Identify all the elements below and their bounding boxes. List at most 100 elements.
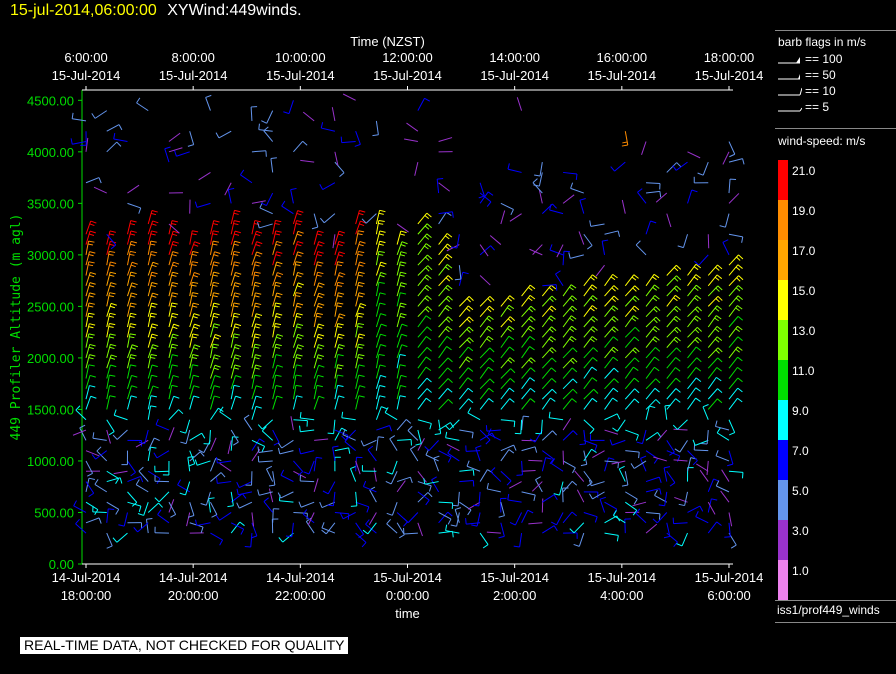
wind-barb [230,344,236,359]
colorbar-label: 3.0 [792,524,809,538]
wind-barb-flag [445,266,450,271]
wind-barb-flag [445,328,450,333]
wind-barb-flag [236,481,240,488]
wind-barb-flag [634,305,640,311]
wind-barb-flag [296,220,303,223]
wind-barb [94,483,108,493]
y-tick-label: 4500.00 [27,93,74,108]
wind-barb-flag [111,354,118,358]
wind-barb-flag [273,442,280,446]
wind-barb [314,438,329,441]
wind-barb-flag [180,441,187,445]
wind-barb [313,375,319,389]
wind-barb [355,323,359,338]
wind-barb-flag [455,507,462,510]
wind-barb [528,459,543,462]
wind-barb [666,377,677,390]
wind-barb-flag [488,315,494,321]
wind-barb [424,481,439,485]
wind-barb-flag [338,395,345,398]
wind-barb-flag [172,354,179,357]
wind-barb [251,406,257,420]
wind-barb-flag [735,348,740,353]
wind-barb [168,396,175,410]
wind-barb [532,244,543,256]
wind-barb-flag [425,449,429,456]
wind-barb-flag [151,364,158,368]
wind-barb [645,406,650,420]
wind-barb-flag [727,463,734,467]
wind-barb [666,295,676,307]
wind-barb-flag [261,120,267,124]
wind-barb [396,476,411,483]
wind-barb-flag [192,261,199,264]
wind-barb [396,395,401,410]
wind-barb-flag [447,284,453,290]
wind-barb [521,336,531,348]
wind-barb-flag [150,336,157,339]
wind-barb-flag [360,440,365,447]
wind-barb [541,326,552,338]
wind-barb [541,315,552,328]
x-top-tick-label-time: 8:00:00 [171,50,214,65]
wind-barb [645,366,655,379]
wind-barb-flag [590,286,595,291]
wind-barb-flag [571,315,577,320]
wind-barb [85,282,91,297]
wind-barb [230,491,234,506]
wind-barb [417,306,428,318]
wind-barb [331,107,336,122]
wind-barb [521,491,536,496]
wind-barb [391,460,398,475]
wind-barb-flag [297,333,304,337]
wind-barb-flag [137,512,144,516]
wind-barb-flag [550,336,556,341]
wind-barb-flag [592,357,598,362]
wind-barb-flag [534,174,541,177]
wind-barb-flag [399,305,405,308]
wind-barb [369,489,377,503]
wind-barb [258,460,273,463]
wind-barb-flag [572,357,578,363]
wind-barb-flag [510,368,516,374]
wind-barb [583,470,593,483]
colorbar-label: 5.0 [792,484,809,498]
wind-barb-flag [110,271,117,275]
wind-barb-flag [317,243,323,247]
wind-barb [209,344,214,359]
wind-barb-flag [378,233,384,236]
wind-barb [251,261,256,276]
wind-barb [138,470,149,482]
wind-barb [479,357,490,369]
wind-barb [479,325,489,338]
x-tick-label-time: 0:00:00 [386,588,429,603]
wind-barb-flag [89,233,95,236]
wind-barb-flag [696,357,702,363]
wind-barb-flag [338,333,345,337]
wind-barb [529,248,543,256]
wind-barb-flag [110,343,117,347]
wind-barb-flag [171,284,177,288]
x-top-tick-label-date: 15-Jul-2014 [52,68,121,83]
wind-barb-flag [109,233,115,236]
wind-barb [168,385,173,400]
wind-barb [706,430,709,445]
wind-barb-flag [358,533,364,539]
wind-barb [458,305,469,318]
wind-barb [489,235,502,245]
wind-barb-flag [130,323,137,326]
wind-barb [417,419,432,424]
wind-barb-flag [228,187,235,191]
wind-barb [538,172,543,187]
wind-barb-flag [337,384,344,388]
wind-barb [230,241,236,255]
wind-barb-flag [71,112,74,119]
wind-barb [728,285,739,297]
wind-barb-flag [187,456,194,458]
header-title: XYWind:449winds. [167,2,302,19]
wind-barb-flag [337,374,344,377]
wind-barb-flag [400,230,407,234]
wind-barb-flag [151,264,157,268]
wind-barb-flag [617,462,619,469]
wind-barb-flag [446,335,453,341]
